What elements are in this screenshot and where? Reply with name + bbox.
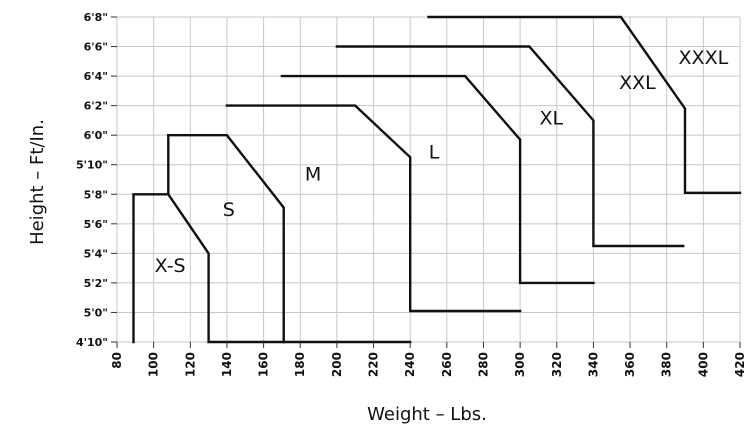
y-tick-label: 5'0"	[84, 306, 108, 319]
x-tick-label: 120	[183, 352, 197, 377]
x-tick-label: 140	[220, 352, 234, 377]
x-tick-label: 220	[367, 352, 381, 377]
x-tick-label: 380	[660, 352, 674, 377]
chart-grid	[116, 16, 741, 343]
y-axis-title: Height – Ft/In.	[27, 119, 48, 245]
y-tick-label: 5'6"	[84, 218, 108, 231]
size-labels: XXXL XXL XL L M S X-S	[155, 47, 729, 277]
y-tick-label: 5'4"	[84, 247, 108, 260]
x-axis-title: Weight – Lbs.	[367, 404, 487, 425]
size-label-m: M	[305, 164, 321, 186]
x-axis-ticks: 80 100 120 140 160 180 200 220 240 260 280 300 320 34…	[110, 342, 747, 377]
size-boundary-x-s	[132, 193, 285, 344]
y-tick-label: 4'10"	[76, 336, 108, 349]
x-tick-label: 100	[147, 352, 161, 377]
size-boundary-xxl	[335, 45, 685, 248]
x-tick-label: 260	[440, 352, 454, 377]
x-tick-label: 400	[696, 352, 710, 377]
size-label-xxl: XXL	[619, 72, 656, 94]
size-label-l: L	[429, 141, 440, 163]
y-axis-ticks: 4'10" 5'0" 5'2" 5'4" 5'6" 5'8" 5'10" 6'0" 6'2" 6'…	[76, 11, 117, 349]
y-tick-label: 6'8"	[84, 11, 108, 24]
y-tick-label: 5'10"	[76, 159, 108, 172]
size-label-x-s: X-S	[155, 255, 186, 277]
x-tick-label: 360	[623, 352, 637, 377]
y-tick-label: 5'2"	[84, 277, 108, 290]
x-tick-label: 300	[513, 352, 527, 377]
x-tick-label: 180	[293, 352, 307, 377]
size-label-xl: XL	[539, 107, 563, 129]
size-boundary-xxxl	[427, 15, 742, 195]
size-regions	[132, 15, 742, 344]
y-tick-label: 6'2"	[84, 100, 108, 113]
x-tick-label: 420	[733, 352, 747, 377]
x-tick-label: 80	[110, 352, 124, 369]
size-label-xxxl: XXXL	[679, 47, 729, 69]
x-tick-label: 320	[550, 352, 564, 377]
x-tick-label: 160	[257, 352, 271, 377]
y-tick-label: 6'0"	[84, 129, 108, 142]
size-boundary-m	[167, 133, 412, 344]
size-boundary-l	[225, 104, 522, 313]
x-tick-label: 340	[586, 352, 600, 377]
y-tick-label: 6'6"	[84, 41, 108, 54]
x-tick-label: 200	[330, 352, 344, 377]
size-boundary-xl	[280, 74, 595, 285]
x-tick-label: 280	[476, 352, 490, 377]
y-tick-label: 5'8"	[84, 188, 108, 201]
size-label-s: S	[223, 199, 235, 221]
x-tick-label: 240	[403, 352, 417, 377]
y-tick-label: 6'4"	[84, 70, 108, 83]
